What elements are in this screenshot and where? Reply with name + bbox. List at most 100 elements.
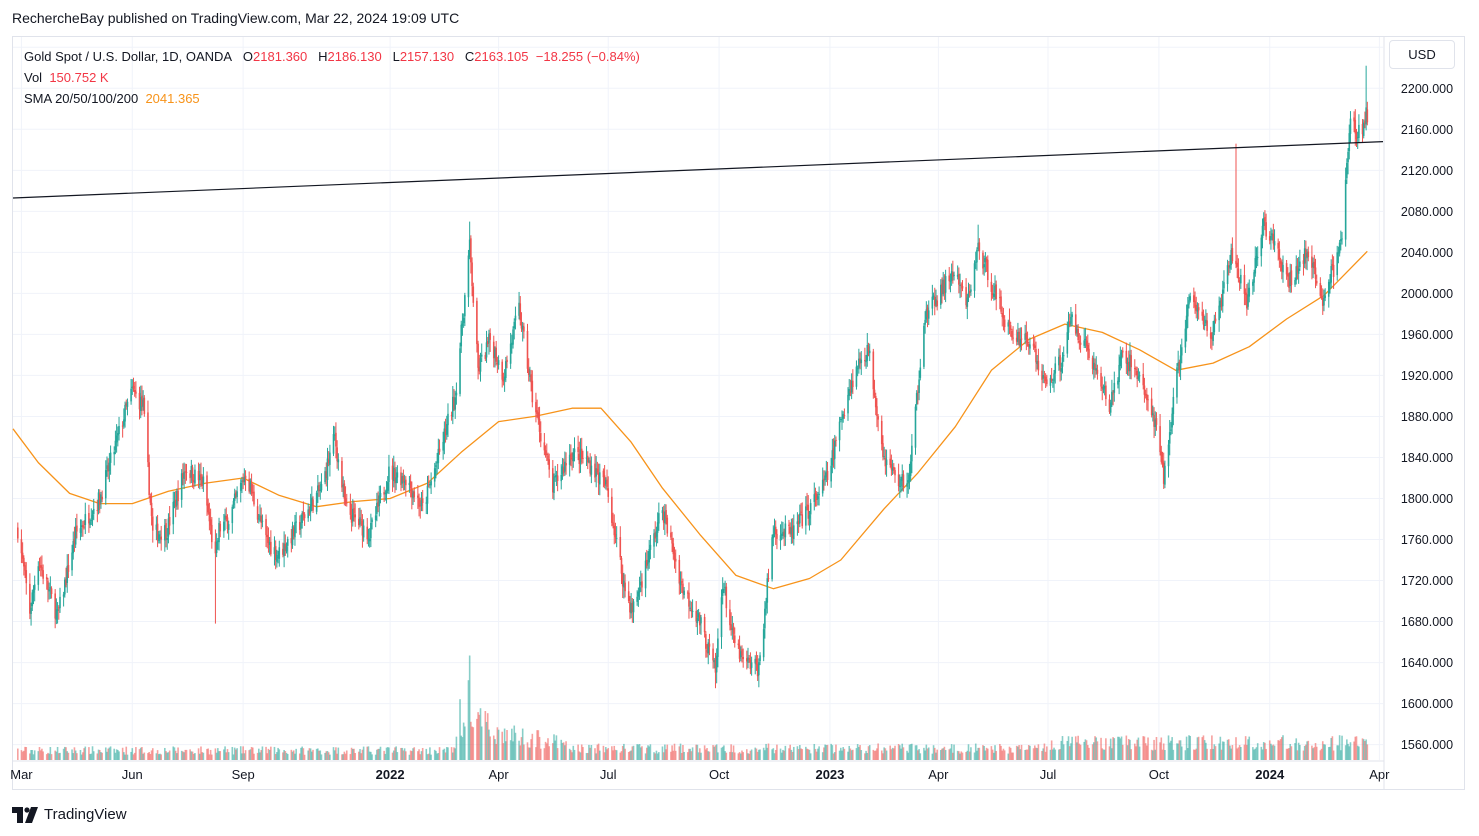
volume-bar bbox=[20, 750, 23, 760]
volume-bar bbox=[266, 753, 269, 760]
volume-bar bbox=[198, 753, 201, 760]
candle-body bbox=[91, 514, 94, 520]
candle-body bbox=[1068, 321, 1071, 325]
volume-bar bbox=[1240, 746, 1242, 760]
candle-body bbox=[958, 273, 960, 285]
candle-body bbox=[585, 457, 588, 459]
volume-bar bbox=[413, 747, 416, 760]
volume-bar bbox=[37, 751, 40, 760]
volume-bar bbox=[459, 699, 461, 760]
candle-body bbox=[1231, 248, 1234, 262]
volume-bar bbox=[1111, 748, 1113, 760]
candle-body bbox=[1218, 305, 1220, 321]
candle-body bbox=[1127, 361, 1130, 372]
candle-body bbox=[143, 397, 146, 414]
volume-bar bbox=[1320, 748, 1323, 760]
volume-bar bbox=[101, 752, 103, 760]
candle-body bbox=[1041, 370, 1043, 380]
candle-body bbox=[973, 263, 976, 291]
volume-bar bbox=[883, 747, 885, 760]
candle-body bbox=[223, 521, 225, 532]
candle-body bbox=[807, 504, 810, 519]
candle-body bbox=[496, 362, 499, 365]
candle-body bbox=[993, 293, 995, 297]
volume-bar bbox=[497, 729, 500, 760]
candle-body bbox=[106, 465, 108, 469]
candle-body bbox=[564, 461, 566, 472]
candle-body bbox=[450, 414, 453, 416]
candle-body bbox=[614, 533, 617, 538]
candle-body bbox=[453, 397, 455, 409]
volume-bar bbox=[1221, 741, 1224, 760]
volume-bar bbox=[1270, 743, 1272, 760]
volume-bar bbox=[664, 744, 666, 760]
y-tick-label: 1800.000 bbox=[1401, 492, 1453, 506]
candle-body bbox=[244, 475, 247, 479]
symbol-name[interactable]: Gold Spot / U.S. Dollar, 1D, OANDA bbox=[24, 49, 233, 64]
candle-body bbox=[686, 592, 689, 594]
volume-bar bbox=[148, 752, 150, 760]
candle-body bbox=[283, 543, 285, 557]
volume-bar bbox=[450, 747, 453, 760]
candle-body bbox=[623, 580, 625, 588]
volume-bar bbox=[426, 754, 429, 760]
candle-body bbox=[748, 658, 751, 660]
candle-body bbox=[59, 596, 61, 609]
sma-line bbox=[12, 250, 1368, 590]
volume-bar bbox=[256, 752, 259, 760]
candle-body bbox=[703, 616, 706, 633]
currency-button[interactable]: USD bbox=[1389, 40, 1455, 69]
volume-bar bbox=[884, 748, 887, 760]
volume-bar bbox=[160, 754, 163, 760]
candle-body bbox=[285, 546, 288, 552]
volume-bar bbox=[17, 748, 19, 760]
candle-body bbox=[150, 502, 153, 516]
volume-bar bbox=[931, 753, 934, 760]
candle-body bbox=[1147, 399, 1149, 401]
candle-body bbox=[408, 482, 411, 486]
candle-body bbox=[319, 489, 322, 492]
high-value: 2186.130 bbox=[327, 49, 382, 64]
volume-bar bbox=[303, 754, 306, 760]
volume-bar bbox=[435, 750, 437, 760]
tradingview-brand[interactable]: TradingView bbox=[12, 806, 127, 823]
candle-body bbox=[648, 549, 651, 563]
candle-body bbox=[724, 587, 726, 589]
candle-body bbox=[902, 474, 905, 488]
candle-body bbox=[850, 380, 853, 393]
volume-bar bbox=[97, 749, 100, 760]
candle-body bbox=[547, 455, 549, 461]
candle-body bbox=[691, 610, 694, 612]
candle-body bbox=[1240, 274, 1242, 284]
volume-bar bbox=[943, 746, 946, 760]
volume-bar bbox=[1094, 736, 1096, 760]
volume-bar bbox=[224, 746, 226, 760]
volume-bar bbox=[270, 746, 272, 760]
volume-bar bbox=[771, 749, 773, 760]
volume-row: Vol 150.752 K bbox=[24, 70, 109, 85]
candle-body bbox=[605, 480, 607, 485]
candle-body bbox=[885, 459, 888, 466]
volume-bar bbox=[211, 754, 213, 760]
volume-bar bbox=[1135, 746, 1137, 760]
volume-bar bbox=[831, 745, 834, 760]
candle-body bbox=[809, 503, 812, 515]
candle-body bbox=[1289, 271, 1292, 287]
candle-body bbox=[273, 547, 276, 555]
volume-bar bbox=[201, 752, 203, 760]
volume-bar bbox=[1253, 749, 1255, 760]
volume-bar bbox=[1294, 743, 1296, 760]
time-axis: Mar Jun Sep 2022 Apr Jul Oct 2023 Apr Jul Oct 2024 A… bbox=[10, 760, 1390, 782]
candle-body bbox=[1042, 375, 1045, 379]
candle-body bbox=[455, 392, 458, 396]
candle-body bbox=[115, 435, 118, 443]
candle-body bbox=[873, 389, 876, 396]
candle-body bbox=[218, 522, 220, 543]
volume-bar bbox=[535, 747, 537, 760]
volume-bar bbox=[418, 749, 420, 760]
volume-bar bbox=[1218, 743, 1220, 760]
volume-bar bbox=[143, 752, 146, 760]
volume-bar bbox=[792, 746, 795, 760]
volume-bar bbox=[523, 744, 525, 760]
